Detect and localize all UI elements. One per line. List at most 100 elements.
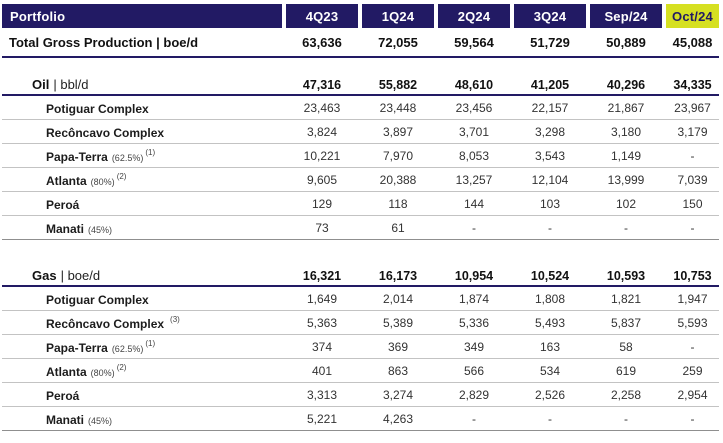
row-label: Recôncavo Complex <box>46 316 165 331</box>
value-cell: 5,363 <box>306 315 338 330</box>
value-cell: 10,221 <box>303 148 341 163</box>
gas-row-manati: Manati (45%) 5,221 4,263 - - - - <box>2 407 719 431</box>
value-cell: 41,205 <box>530 77 570 92</box>
oil-row-atlanta: Atlanta (80%)(2) 9,605 20,388 13,257 12,1… <box>2 168 719 192</box>
value-cell: 7,039 <box>677 172 708 187</box>
value-cell: 58 <box>619 339 633 354</box>
column-header-3q24: 3Q24 <box>514 4 586 28</box>
value-cell: 8,053 <box>458 148 490 163</box>
value-cell: 13,257 <box>455 172 493 187</box>
value-cell: 150 <box>682 196 703 211</box>
value-cell: 40,296 <box>606 77 646 92</box>
value-cell: 10,524 <box>530 268 570 283</box>
value-cell: 23,456 <box>455 100 493 115</box>
ownership-pct: (62.5%) <box>111 152 144 163</box>
value-cell: 22,157 <box>531 100 569 115</box>
gas-section-label: Gas | boe/d <box>2 268 282 283</box>
value-cell: 5,493 <box>534 315 566 330</box>
footnote-ref: (1) <box>145 338 156 348</box>
column-header-2q24: 2Q24 <box>438 4 510 28</box>
table-header-row: Portfolio 4Q23 1Q24 2Q24 3Q24 Sep/24 Oct… <box>2 4 719 28</box>
value-cell: - <box>690 339 695 354</box>
value-cell: 129 <box>311 196 333 211</box>
row-label: Potiguar Complex <box>46 292 149 307</box>
row-label: Papa-Terra <box>46 340 108 355</box>
value-cell: 1,649 <box>306 291 338 306</box>
value-cell: 3,179 <box>677 124 708 139</box>
value-cell: - <box>624 411 628 426</box>
value-cell: - <box>690 220 695 235</box>
value-cell: 619 <box>615 363 637 378</box>
value-cell: 5,389 <box>382 315 414 330</box>
row-label: Papa-Terra <box>46 149 108 164</box>
value-cell: 349 <box>463 339 485 354</box>
value-cell: 401 <box>311 363 333 378</box>
ownership-pct: (80%) <box>90 367 115 378</box>
value-cell: 5,837 <box>610 315 642 330</box>
footnote-ref: (2) <box>116 362 127 372</box>
value-cell: 16,173 <box>378 268 418 283</box>
value-cell: 45,088 <box>672 34 713 50</box>
value-cell: 1,947 <box>677 291 708 306</box>
ownership-pct: (45%) <box>88 415 113 426</box>
value-cell: 9,605 <box>306 172 338 187</box>
total-row-unit: | boe/d <box>156 34 199 50</box>
total-gross-production-row: Total Gross Production | boe/d 63,636 72… <box>2 28 719 56</box>
value-cell: 13,999 <box>607 172 645 187</box>
value-cell: 48,610 <box>454 77 494 92</box>
row-label: Potiguar Complex <box>46 101 149 116</box>
value-cell: 3,298 <box>534 124 566 139</box>
row-label: Manati <box>46 412 85 427</box>
ownership-pct: (80%) <box>90 176 115 187</box>
value-cell: 863 <box>387 363 409 378</box>
value-cell: - <box>548 220 552 235</box>
value-cell: 1,808 <box>534 291 566 306</box>
value-cell: 2,829 <box>458 387 490 402</box>
value-cell: 47,316 <box>302 77 342 92</box>
value-cell: 163 <box>539 339 561 354</box>
value-cell: 2,526 <box>534 387 566 402</box>
value-cell: 259 <box>682 363 703 378</box>
value-cell: 5,336 <box>458 315 490 330</box>
value-cell: 63,636 <box>302 34 342 50</box>
footnote-ref: (2) <box>116 171 127 181</box>
value-cell: 2,014 <box>382 291 414 306</box>
value-cell: 3,543 <box>534 148 566 163</box>
value-cell: - <box>690 148 695 163</box>
value-cell: 7,970 <box>382 148 414 163</box>
row-label: Atlanta <box>46 173 87 188</box>
value-cell: 55,882 <box>378 77 418 92</box>
value-cell: 102 <box>615 196 637 211</box>
value-cell: 73 <box>315 220 329 235</box>
value-cell: 144 <box>463 196 485 211</box>
value-cell: - <box>548 411 552 426</box>
value-cell: 3,313 <box>306 387 338 402</box>
navy-double-divider <box>2 56 719 58</box>
value-cell: 23,463 <box>303 100 341 115</box>
value-cell: 1,821 <box>610 291 642 306</box>
ownership-pct: (62.5%) <box>111 343 144 354</box>
portfolio-header-cell: Portfolio <box>2 4 282 28</box>
spacer <box>2 58 719 75</box>
value-cell: 1,149 <box>610 148 642 163</box>
value-cell: 23,967 <box>674 100 711 115</box>
gas-row-papa-terra: Papa-Terra (62.5%)(1) 374 369 349 163 58 … <box>2 335 719 359</box>
value-cell: 3,180 <box>610 124 642 139</box>
row-label: Peroá <box>46 388 80 403</box>
value-cell: 59,564 <box>454 34 494 50</box>
value-cell: 374 <box>311 339 333 354</box>
spacer <box>2 240 719 266</box>
value-cell: 534 <box>539 363 561 378</box>
value-cell: 10,753 <box>673 268 712 283</box>
value-cell: 61 <box>391 220 405 235</box>
production-table: Portfolio 4Q23 1Q24 2Q24 3Q24 Sep/24 Oct… <box>2 4 719 431</box>
value-cell: 3,274 <box>382 387 414 402</box>
value-cell: 3,701 <box>458 124 490 139</box>
value-cell: 3,824 <box>306 124 338 139</box>
ownership-pct: (45%) <box>88 224 113 235</box>
value-cell: 5,593 <box>677 315 708 330</box>
value-cell: 4,263 <box>382 411 414 426</box>
value-cell: 10,954 <box>454 268 494 283</box>
row-label: Peroá <box>46 197 80 212</box>
gas-section-header-row: Gas | boe/d 16,321 16,173 10,954 10,524 1… <box>2 266 719 285</box>
